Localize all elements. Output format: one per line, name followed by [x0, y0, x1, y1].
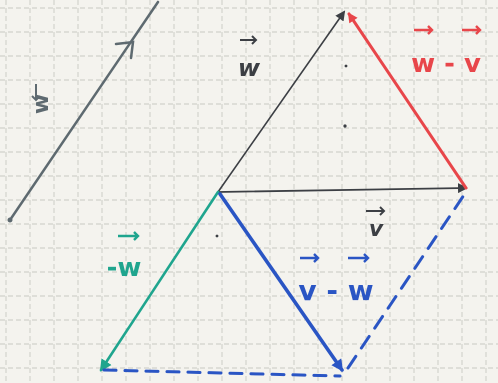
label-v-minus-w-arrow-a [300, 253, 320, 263]
label-w-left-arrow [31, 84, 41, 102]
vector-w-left-tick [114, 40, 135, 60]
label-neg-w: -w [107, 253, 142, 283]
vector-w-left [8, 0, 160, 222]
label-neg-w-arrow [118, 231, 140, 241]
vector-v-minus-w [218, 192, 344, 372]
label-w-middle: w [238, 54, 261, 82]
vector-w-left-tail [7, 217, 13, 223]
label-v-arrow [366, 206, 386, 216]
label-v-minus-w: v - w [298, 274, 373, 307]
mark-dot [344, 64, 348, 68]
label-w-minus-v-arrow-b [462, 25, 482, 35]
mark-dot [215, 234, 219, 238]
label-v: v [369, 217, 384, 242]
dashed-bottom [102, 368, 342, 378]
vector-w-minus-v [347, 12, 468, 190]
label-w-minus-v: w - v [411, 49, 481, 79]
label-w-middle-arrow [240, 35, 258, 45]
vector-v [217, 183, 468, 194]
label-v-minus-w-arrow-b [348, 253, 370, 263]
label-w-minus-v-arrow-a [414, 25, 434, 35]
dashed-right [346, 190, 468, 370]
mark-dot [343, 124, 347, 128]
vector-neg-w [99, 190, 220, 372]
vector-w-middle [217, 10, 346, 193]
